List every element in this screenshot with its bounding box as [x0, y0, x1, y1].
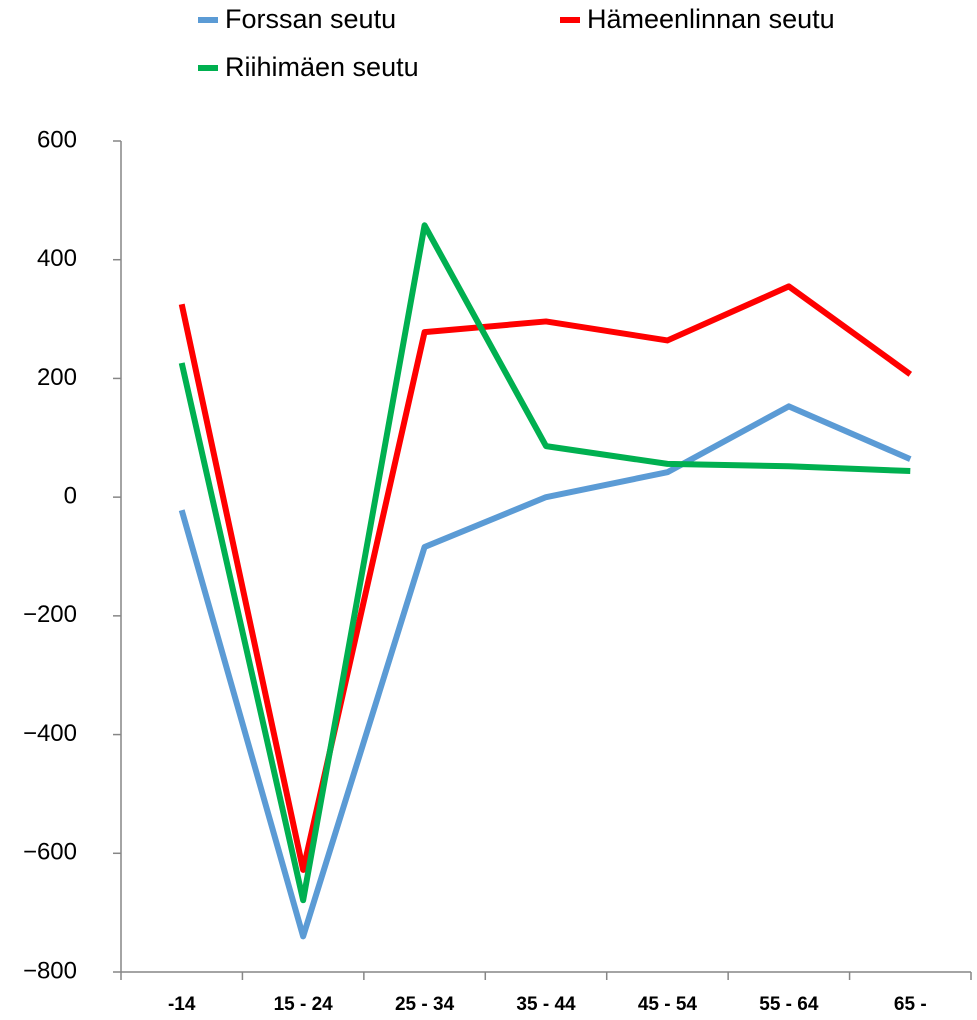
y-tick-label: −600 [23, 839, 77, 866]
y-tick-label: 400 [37, 245, 77, 272]
legend-label: Hämeenlinnan seutu [587, 4, 835, 34]
x-tick-label: 45 - 54 [638, 994, 698, 1015]
legend-label: Forssan seutu [225, 4, 396, 34]
x-tick-label: 25 - 34 [395, 994, 455, 1015]
x-tick-label: -14 [168, 994, 196, 1015]
series-line [178, 283, 913, 873]
x-tick-label: 15 - 24 [274, 994, 334, 1015]
y-tick-label: 600 [37, 126, 77, 153]
x-tick-label: 65 - [894, 994, 927, 1015]
series-line [178, 222, 911, 904]
series-line [178, 403, 912, 940]
y-tick-label: −200 [23, 601, 77, 628]
y-tick-label: 200 [37, 364, 77, 391]
y-tick-label: −400 [23, 720, 77, 747]
y-tick-label: 0 [64, 482, 77, 509]
y-tick-label: −800 [23, 957, 77, 984]
x-tick-label: 35 - 44 [516, 994, 576, 1015]
x-tick-label: 55 - 64 [759, 994, 819, 1015]
legend-label: Riihimäen seutu [225, 52, 419, 82]
